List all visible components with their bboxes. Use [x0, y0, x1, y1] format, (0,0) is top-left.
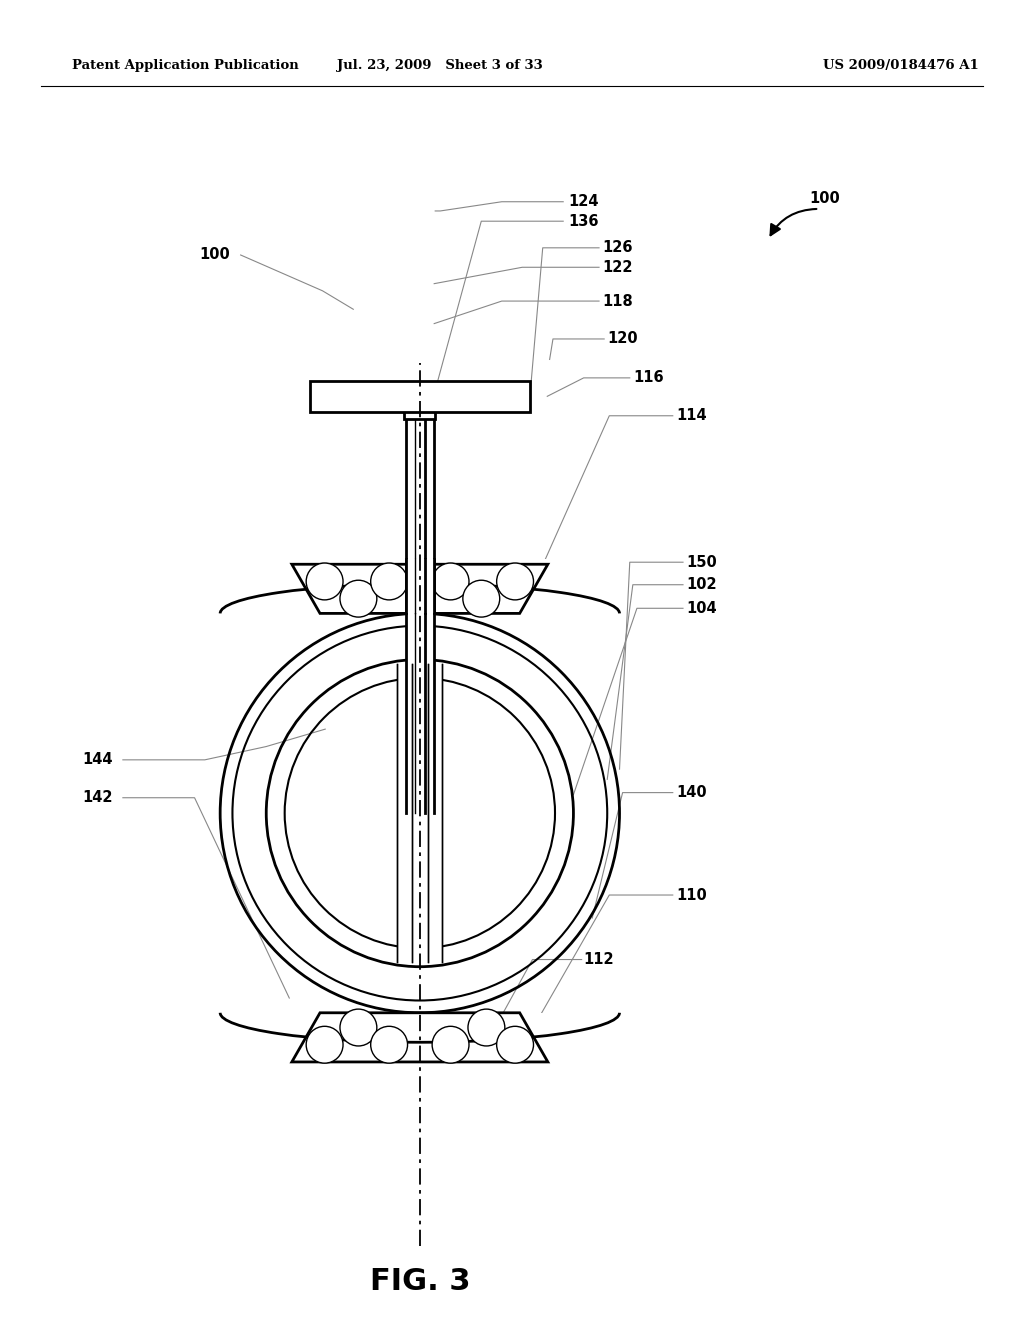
Text: 126: 126 [602, 240, 633, 255]
Circle shape [371, 1027, 408, 1063]
Text: 150: 150 [686, 554, 717, 570]
Bar [282, 560, 558, 614]
Text: 120: 120 [607, 331, 638, 346]
Text: US 2009/0184476 A1: US 2009/0184476 A1 [823, 59, 979, 73]
Circle shape [432, 1027, 469, 1063]
Circle shape [371, 564, 408, 599]
Text: 142: 142 [82, 791, 113, 805]
Text: 110: 110 [676, 887, 707, 903]
Text: 144: 144 [82, 752, 113, 767]
Circle shape [306, 1027, 343, 1063]
Text: 118: 118 [602, 293, 633, 309]
Bar [406, 418, 434, 813]
Text: 124: 124 [568, 194, 599, 210]
Bar [282, 1012, 558, 1067]
Text: 114: 114 [676, 408, 707, 424]
Circle shape [340, 1008, 377, 1045]
Bar [309, 381, 530, 412]
Text: 102: 102 [686, 577, 717, 593]
Text: 104: 104 [686, 601, 717, 616]
Text: Patent Application Publication: Patent Application Publication [72, 59, 298, 73]
Circle shape [468, 1008, 505, 1045]
Bar [404, 396, 435, 418]
Text: 112: 112 [584, 952, 614, 968]
Bar [397, 664, 442, 962]
Text: 116: 116 [633, 371, 664, 385]
Text: 122: 122 [602, 260, 633, 275]
Circle shape [497, 1027, 534, 1063]
Text: 136: 136 [568, 214, 599, 228]
Circle shape [463, 581, 500, 616]
Text: 100: 100 [200, 247, 230, 263]
Text: Jul. 23, 2009   Sheet 3 of 33: Jul. 23, 2009 Sheet 3 of 33 [338, 59, 543, 73]
Polygon shape [292, 1012, 548, 1061]
Circle shape [432, 564, 469, 599]
Circle shape [340, 581, 377, 616]
Circle shape [497, 564, 534, 599]
Text: 140: 140 [676, 785, 707, 800]
Text: FIG. 3: FIG. 3 [370, 1267, 470, 1296]
Text: 100: 100 [809, 191, 840, 206]
Polygon shape [292, 564, 548, 614]
Circle shape [306, 564, 343, 599]
Bar [406, 560, 434, 614]
